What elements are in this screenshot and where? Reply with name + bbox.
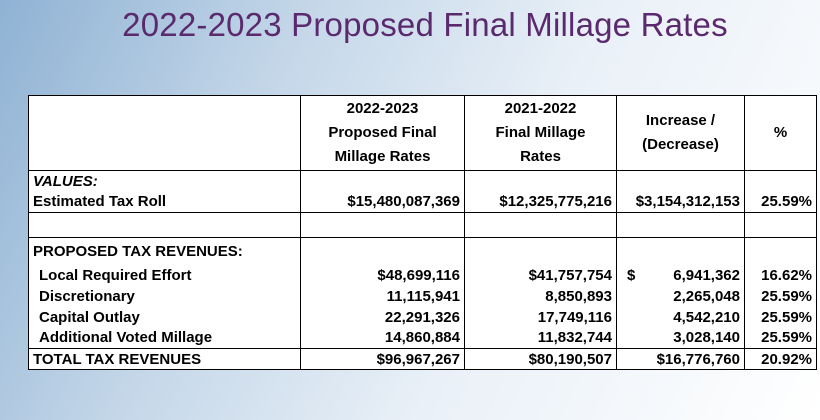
row-change: 4,542,210 xyxy=(616,306,745,328)
total-row: TOTAL TAX REVENUES $96,967,267 $80,190,5… xyxy=(28,348,817,370)
tax-roll-prior: $12,325,775,216 xyxy=(464,191,617,213)
total-proposed: $96,967,267 xyxy=(300,348,465,370)
row-prior: $41,757,754 xyxy=(464,264,617,286)
tax-roll-percent: 25.59% xyxy=(744,191,817,213)
row-change-value: 6,941,362 xyxy=(673,266,740,284)
row-percent: 25.59% xyxy=(744,285,817,307)
row-change: 3,028,140 xyxy=(616,327,745,349)
table-row: Local Required Effort $48,699,116 $41,75… xyxy=(28,264,817,286)
row-proposed: 11,115,941 xyxy=(300,285,465,307)
row-proposed: 22,291,326 xyxy=(300,306,465,328)
row-label: Discretionary xyxy=(28,285,301,307)
page-title: 2022-2023 Proposed Final Millage Rates xyxy=(122,6,728,43)
row-label: Capital Outlay xyxy=(28,306,301,328)
header-label xyxy=(28,95,301,171)
row-prior: 8,850,893 xyxy=(464,285,617,307)
table-row: Discretionary 11,115,941 8,850,893 2,265… xyxy=(28,285,817,307)
row-proposed: $48,699,116 xyxy=(300,264,465,286)
row-prior: 11,832,744 xyxy=(464,327,617,349)
row-prior: 17,749,116 xyxy=(464,306,617,328)
tax-roll-label: Estimated Tax Roll xyxy=(28,191,301,213)
tax-roll-proposed: $15,480,087,369 xyxy=(300,191,465,213)
revenues-section-label: PROPOSED TAX REVENUES: xyxy=(28,237,301,265)
row-change: $6,941,362 xyxy=(616,264,745,286)
total-label: TOTAL TAX REVENUES xyxy=(28,348,301,370)
header-change: Increase / (Decrease) xyxy=(616,95,745,171)
header-proposed: 2022-2023 Proposed Final Millage Rates xyxy=(300,95,465,171)
table-row: Capital Outlay 22,291,326 17,749,116 4,5… xyxy=(28,306,817,328)
row-percent: 25.59% xyxy=(744,327,817,349)
values-section-label: VALUES: xyxy=(28,170,301,192)
table-row: Additional Voted Millage 14,860,884 11,8… xyxy=(28,327,817,349)
row-change: 2,265,048 xyxy=(616,285,745,307)
header-prior: 2021-2022 Final Millage Rates xyxy=(464,95,617,171)
table-row: Estimated Tax Roll $15,480,087,369 $12,3… xyxy=(28,191,817,213)
row-percent: 16.62% xyxy=(744,264,817,286)
tax-roll-change: $3,154,312,153 xyxy=(616,191,745,213)
row-label: Additional Voted Millage xyxy=(28,327,301,349)
row-proposed: 14,860,884 xyxy=(300,327,465,349)
dollar-sign: $ xyxy=(627,266,636,284)
total-percent: 20.92% xyxy=(744,348,817,370)
total-change: $16,776,760 xyxy=(616,348,745,370)
total-prior: $80,190,507 xyxy=(464,348,617,370)
row-percent: 25.59% xyxy=(744,306,817,328)
row-label: Local Required Effort xyxy=(28,264,301,286)
header-percent: % xyxy=(744,95,817,171)
millage-rates-table: 2022-2023 Proposed Final Millage Rates 202… xyxy=(28,95,817,370)
